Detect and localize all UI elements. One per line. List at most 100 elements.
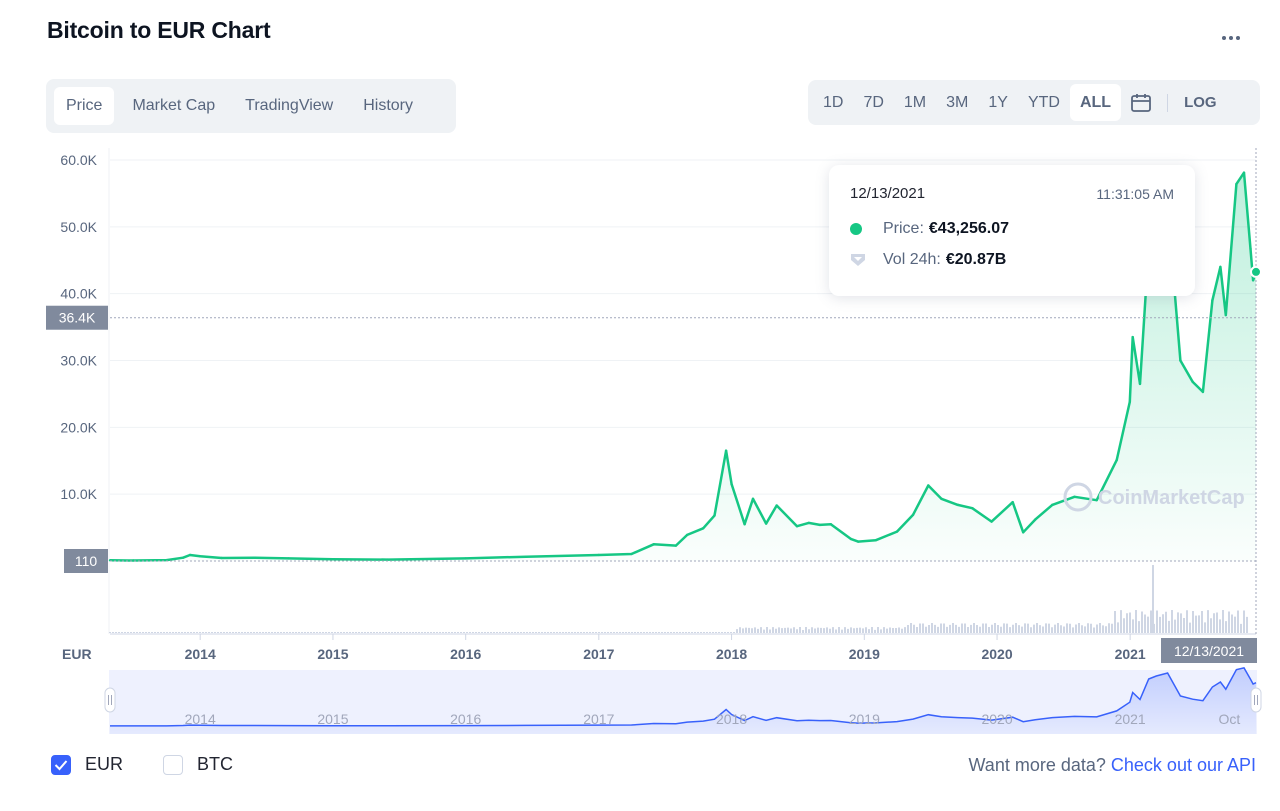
navigator-handle[interactable] xyxy=(1250,687,1262,713)
price-point xyxy=(1051,503,1054,507)
navigator-x-label: 2014 xyxy=(185,711,216,727)
y-tick-label: 40.0K xyxy=(60,286,97,302)
navigator-x-label: 2018 xyxy=(716,711,747,727)
price-point xyxy=(829,523,833,526)
navigator-line xyxy=(110,667,1257,727)
price-point xyxy=(1179,359,1182,362)
crosshair-y-label: 36.4K xyxy=(59,310,96,326)
price-area xyxy=(110,172,1256,561)
navigator-x-label: 2021 xyxy=(1115,711,1146,727)
chart-type-tabs: Price Market Cap TradingView History xyxy=(46,79,456,133)
watermark-text: CoinMarketCap xyxy=(1098,487,1245,509)
price-point xyxy=(220,556,223,560)
price-point xyxy=(713,514,716,517)
tab-history[interactable]: History xyxy=(363,97,413,114)
navigator-handle[interactable] xyxy=(104,687,116,713)
price-point xyxy=(630,552,633,556)
price-point xyxy=(701,527,705,530)
price-point xyxy=(1115,458,1118,462)
price-point xyxy=(597,553,601,557)
tab-price[interactable]: Price xyxy=(54,87,115,125)
x-tick-label: 2016 xyxy=(450,646,481,662)
price-point xyxy=(132,559,135,562)
checkbox-unchecked-icon[interactable] xyxy=(163,754,183,775)
price-point xyxy=(1242,171,1246,174)
tooltip-price-value: €43,256.07 xyxy=(928,220,1009,237)
tab-tradingview[interactable]: TradingView xyxy=(245,97,334,114)
currency-eur-toggle[interactable]: EUR xyxy=(51,754,123,775)
price-point xyxy=(856,540,860,543)
price-point xyxy=(775,504,778,507)
watermark-logo-icon xyxy=(1063,482,1093,512)
x-tick-label: 2019 xyxy=(849,646,880,662)
checkbox-checked-icon[interactable] xyxy=(51,754,71,775)
more-options-icon[interactable] xyxy=(1222,28,1248,48)
hover-marker xyxy=(1250,265,1262,278)
price-point xyxy=(807,521,810,525)
price-point xyxy=(795,525,799,528)
price-point xyxy=(940,497,943,501)
price-point xyxy=(990,520,993,523)
range-ytd[interactable]: YTD xyxy=(1027,93,1060,111)
volume-shield-icon xyxy=(851,254,865,266)
baseline-label: 110 xyxy=(75,553,98,569)
time-range-selector: 1D 7D 1M 3M 1Y YTD ALL LOG xyxy=(808,80,1260,125)
price-point xyxy=(724,449,728,452)
price-point xyxy=(1219,265,1222,269)
price-point xyxy=(1235,182,1238,186)
y-tick-label: 30.0K xyxy=(60,353,97,369)
currency-eur-label: EUR xyxy=(85,754,124,774)
x-tick-label: 2015 xyxy=(317,646,348,662)
price-point xyxy=(253,556,257,559)
tooltip-price-label: Price: xyxy=(883,220,924,237)
range-1y[interactable]: 1Y xyxy=(988,93,1008,111)
tooltip-volume-row: Vol 24h: €20.87B xyxy=(850,251,1006,269)
price-point xyxy=(1034,518,1037,521)
currency-btc-toggle[interactable]: BTC xyxy=(163,754,233,775)
navigator-x-label: 2019 xyxy=(849,711,880,727)
price-point xyxy=(287,557,290,560)
price-point xyxy=(849,537,853,541)
tooltip-volume-value: €20.87B xyxy=(945,251,1007,268)
navigator-x-label: 2016 xyxy=(450,711,481,727)
price-point xyxy=(1191,380,1194,384)
navigator-x-label: 2017 xyxy=(583,711,614,727)
price-point xyxy=(1011,500,1014,504)
price-point xyxy=(1073,495,1076,499)
price-point xyxy=(524,555,528,558)
y-tick-label: 20.0K xyxy=(60,419,97,435)
price-point xyxy=(181,556,185,559)
price-dot-icon xyxy=(850,223,862,235)
log-scale-toggle[interactable]: LOG xyxy=(1184,94,1217,111)
navigator-x-label: 2015 xyxy=(317,711,348,727)
tab-market-cap[interactable]: Market Cap xyxy=(132,97,216,114)
price-point xyxy=(1138,382,1142,386)
calendar-icon[interactable] xyxy=(1121,84,1161,121)
y-tick-label: 60.0K xyxy=(60,152,97,168)
x-tick-label: 2020 xyxy=(981,646,1012,662)
price-point xyxy=(751,497,755,501)
range-all[interactable]: ALL xyxy=(1069,84,1122,121)
api-link[interactable]: Check out our API xyxy=(1110,755,1256,775)
price-point xyxy=(331,558,335,561)
price-point xyxy=(743,523,746,526)
api-promo: Want more data? Check out our API xyxy=(968,755,1256,776)
range-1m[interactable]: 1M xyxy=(903,93,927,111)
range-1d[interactable]: 1D xyxy=(823,93,844,111)
range-7d[interactable]: 7D xyxy=(863,93,884,111)
price-point xyxy=(956,503,959,507)
navigator-x-label: Oct xyxy=(1219,711,1241,727)
price-point xyxy=(464,557,467,560)
price-point xyxy=(1224,313,1228,317)
range-3m[interactable]: 3M xyxy=(946,93,969,111)
price-point xyxy=(971,507,974,510)
y-tick-label: 10.0K xyxy=(60,486,97,502)
price-point xyxy=(652,543,655,546)
navigator-area xyxy=(110,667,1256,734)
price-point xyxy=(1131,335,1134,339)
price-point xyxy=(188,553,192,557)
price-point xyxy=(1128,400,1131,404)
crosshair-x-label: 12/13/2021 xyxy=(1174,643,1244,659)
crosshair-y-badge xyxy=(46,305,108,330)
